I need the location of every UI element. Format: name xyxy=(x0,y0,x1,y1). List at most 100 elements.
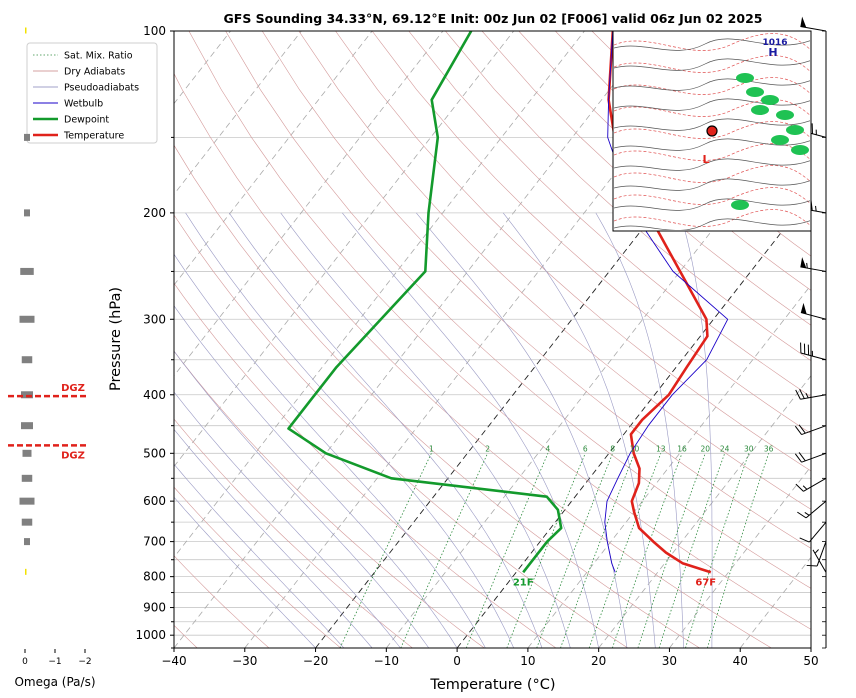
omega-tick-label: −1 xyxy=(48,657,61,667)
x-tick-label: −10 xyxy=(374,654,399,668)
mixing-ratio-label: 1 xyxy=(429,444,434,453)
pseudoadiabat xyxy=(185,212,514,648)
wind-barb xyxy=(794,452,827,463)
axes: −40 −30 −20 −10 0 10 20 30 40 50 100 200 300 400 500 60… xyxy=(135,24,818,668)
y-tick-label: 700 xyxy=(143,535,166,549)
inset-contour-red xyxy=(614,55,810,73)
wind-barb xyxy=(800,16,827,32)
omega-bar xyxy=(24,133,30,141)
pseudoadiabat xyxy=(416,212,628,648)
inset-station-marker xyxy=(706,125,718,137)
x-tick-label: −20 xyxy=(303,654,328,668)
barb-shaft xyxy=(805,500,827,519)
inset-label-high: H xyxy=(768,46,777,59)
omega-bar xyxy=(21,422,33,430)
wind-barb xyxy=(806,541,827,567)
mixing-ratio-line xyxy=(707,453,770,648)
pseudoadiabat xyxy=(174,305,458,648)
mixing-ratio-label: 36 xyxy=(764,444,774,453)
barb-full xyxy=(806,564,818,567)
inset-precip xyxy=(736,73,754,83)
mixing-ratio-label: 2 xyxy=(485,444,490,453)
y-tick-label: 800 xyxy=(143,570,166,584)
mixing-ratio-label: 24 xyxy=(720,444,730,453)
omega-axis-label: Omega (Pa/s) xyxy=(14,675,95,689)
inset-contour-black xyxy=(614,58,810,71)
inset-contour-black xyxy=(614,178,810,191)
omega-bar xyxy=(25,568,27,575)
barb-shaft xyxy=(800,394,827,400)
inset-contour-red xyxy=(614,33,810,51)
plot-frame xyxy=(173,30,812,649)
legend-label: Sat. Mix. Ratio xyxy=(64,51,133,62)
wind-barb xyxy=(800,257,827,272)
mixing-ratio-line xyxy=(685,453,750,648)
barb-half xyxy=(802,485,808,490)
omega-bar xyxy=(22,449,32,457)
dry-adiabat xyxy=(174,486,341,648)
y-tick-label: 500 xyxy=(143,446,166,460)
dry-adiabat xyxy=(335,31,811,472)
inset-contour-black xyxy=(614,118,810,131)
dry-adiabat xyxy=(298,31,811,510)
x-tick-label: 20 xyxy=(591,654,606,668)
barb-half xyxy=(815,205,817,212)
wind-barb xyxy=(795,477,827,492)
inset-contour-red xyxy=(614,77,810,95)
dgz-label: DGZ xyxy=(61,450,85,461)
wind-barb xyxy=(799,521,827,543)
dry-adiabat xyxy=(174,282,557,648)
pseudoadiabat xyxy=(174,253,486,648)
barb-shaft xyxy=(812,549,827,573)
mixing-ratio-label: 16 xyxy=(677,444,687,453)
x-tick-label: 30 xyxy=(662,654,677,668)
barb-half xyxy=(806,262,808,269)
barb-flag xyxy=(800,302,807,315)
pseudoadiabat xyxy=(174,428,373,648)
mixing-ratio-label: 30 xyxy=(744,444,754,453)
y-tick-label: 200 xyxy=(143,206,166,220)
inset-precip xyxy=(791,145,809,155)
omega-tick-label: 0 xyxy=(22,657,28,667)
inset-precip xyxy=(786,125,804,135)
isotherm xyxy=(810,647,811,648)
mixing-ratio-label: 10 xyxy=(630,444,640,453)
omega-bar xyxy=(19,315,35,323)
wind-barb xyxy=(797,500,827,519)
surface-temperature-label: 67F xyxy=(695,577,716,588)
y-tick-label: 900 xyxy=(143,601,166,615)
pseudoadiabat xyxy=(174,496,316,648)
mixing-ratio-label: 20 xyxy=(701,444,711,453)
omega-bar xyxy=(21,518,33,526)
dry-adiabat xyxy=(174,350,485,648)
omega-bar xyxy=(25,27,27,34)
x-tick-label: 40 xyxy=(733,654,748,668)
x-tick-label: −30 xyxy=(232,654,257,668)
inset-precip xyxy=(746,87,764,97)
x-tick-label: 0 xyxy=(453,654,461,668)
isotherm xyxy=(174,31,373,286)
mixing-ratio-label: 4 xyxy=(546,444,551,453)
barb-shaft xyxy=(808,521,827,543)
mixing-ratio-line xyxy=(658,453,726,648)
wind-barb xyxy=(795,389,827,400)
x-tick-label: 50 xyxy=(803,654,818,668)
omega-bar xyxy=(24,209,30,217)
legend: Sat. Mix. Ratio Dry Adiabats Pseudoadiabat… xyxy=(26,42,158,144)
dry-adiabat xyxy=(481,31,811,326)
x-tick-label: 10 xyxy=(520,654,535,668)
mixing-ratio-line xyxy=(560,453,635,648)
isotherm xyxy=(174,31,515,468)
y-tick-label: 300 xyxy=(143,312,166,326)
inset-contour-black xyxy=(614,38,810,51)
pseudoadiabat xyxy=(174,350,430,648)
legend-label: Temperature xyxy=(63,131,124,142)
legend-label: Dewpoint xyxy=(64,115,109,126)
barb-full xyxy=(798,452,806,462)
barb-shaft xyxy=(801,425,827,436)
dry-adiabat xyxy=(261,31,811,549)
barb-shaft xyxy=(801,452,827,463)
barb-shaft xyxy=(803,477,827,492)
barb-shaft xyxy=(800,352,827,361)
